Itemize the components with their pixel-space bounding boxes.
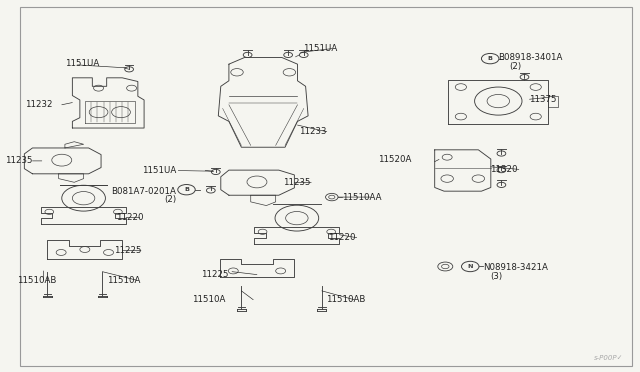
Text: (2): (2)	[164, 195, 176, 204]
Text: N08918-3421A: N08918-3421A	[483, 263, 548, 272]
Text: 11375: 11375	[529, 95, 557, 104]
Text: 1151UA: 1151UA	[303, 44, 337, 53]
Text: 11233: 11233	[299, 127, 326, 136]
Text: 11510AA: 11510AA	[342, 193, 382, 202]
Text: B: B	[184, 187, 189, 192]
Text: 11510AB: 11510AB	[17, 276, 56, 285]
Text: B: B	[488, 56, 493, 61]
Text: 11510AB: 11510AB	[326, 295, 365, 304]
Text: (3): (3)	[490, 272, 502, 281]
Text: B08918-3401A: B08918-3401A	[499, 53, 563, 62]
Text: 11220: 11220	[328, 233, 356, 242]
Text: 11510A: 11510A	[193, 295, 226, 304]
Text: 1151UA: 1151UA	[141, 166, 176, 175]
Text: 11510A: 11510A	[108, 276, 141, 285]
Text: 11235: 11235	[5, 156, 33, 166]
Text: 11225: 11225	[113, 246, 141, 255]
Text: 1151UA: 1151UA	[65, 59, 99, 68]
Text: 11220: 11220	[116, 213, 143, 222]
Text: s-P00P✓: s-P00P✓	[593, 355, 623, 361]
Text: 11520A: 11520A	[378, 155, 411, 164]
Text: 11225: 11225	[201, 270, 228, 279]
Text: 11235: 11235	[283, 178, 310, 187]
Text: 11320: 11320	[490, 165, 518, 174]
Text: (2): (2)	[509, 61, 522, 71]
Text: 11232: 11232	[25, 100, 52, 109]
Text: B081A7-0201A: B081A7-0201A	[111, 187, 176, 196]
Text: N: N	[467, 264, 473, 269]
